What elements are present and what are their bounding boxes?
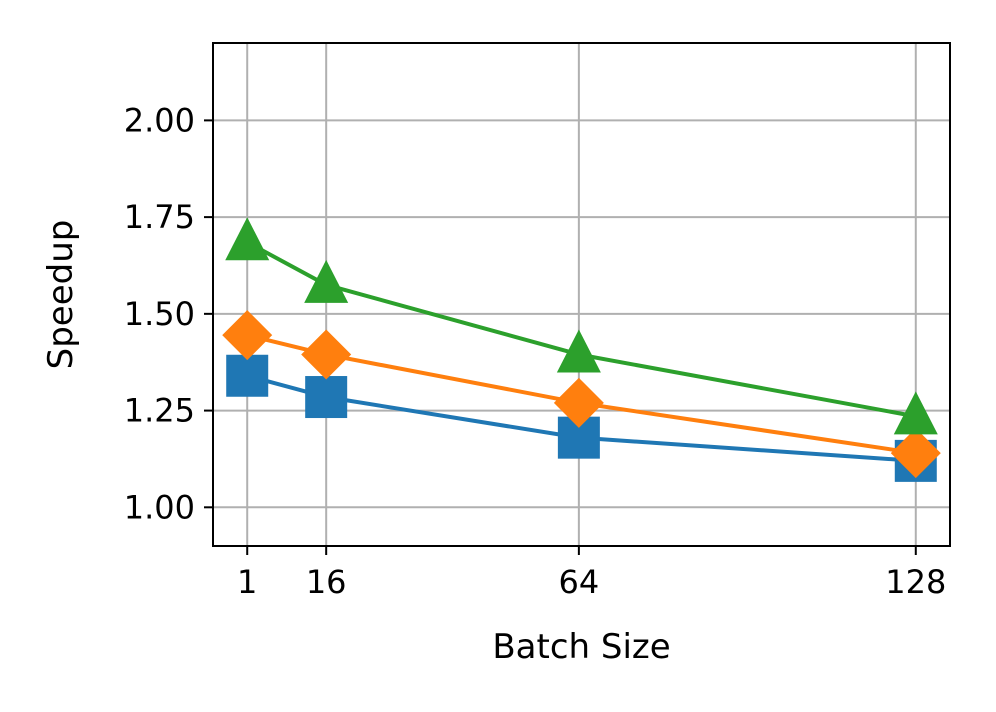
y-axis-label: Speedup bbox=[41, 220, 81, 370]
y-tick-label: 1.75 bbox=[124, 198, 195, 236]
y-tick-label: 1.50 bbox=[124, 295, 195, 333]
series-diamond bbox=[222, 310, 941, 479]
series-line bbox=[246, 333, 917, 456]
data-point-triangle bbox=[225, 217, 270, 261]
series-square bbox=[226, 354, 937, 482]
data-point-square bbox=[226, 354, 269, 397]
data-point-triangle bbox=[304, 259, 349, 303]
y-tick-label: 1.25 bbox=[124, 392, 195, 430]
data-point-diamond bbox=[553, 377, 604, 428]
x-tick-label: 16 bbox=[306, 563, 347, 601]
y-tick-label: 2.00 bbox=[124, 101, 195, 139]
data-point-square bbox=[305, 376, 348, 419]
series-line bbox=[246, 373, 916, 463]
data-point-diamond bbox=[301, 329, 352, 380]
x-tick-label: 128 bbox=[885, 563, 946, 601]
data-point-triangle bbox=[893, 391, 938, 435]
data-point-diamond bbox=[890, 428, 941, 479]
x-axis-label: Batch Size bbox=[492, 627, 670, 667]
y-tick-label: 1.00 bbox=[124, 488, 195, 526]
series-layer bbox=[222, 217, 941, 482]
series-triangle bbox=[225, 217, 938, 435]
data-point-diamond bbox=[222, 310, 273, 361]
plot-frame bbox=[212, 42, 951, 547]
x-tick-label: 1 bbox=[237, 563, 257, 601]
x-tick-label: 64 bbox=[559, 563, 600, 601]
axis-ticks: 1 16 64 128 1.00 1.25 1.50 1.75 2.00 bbox=[124, 101, 947, 601]
data-point-triangle bbox=[556, 329, 601, 373]
series-line bbox=[246, 240, 917, 419]
